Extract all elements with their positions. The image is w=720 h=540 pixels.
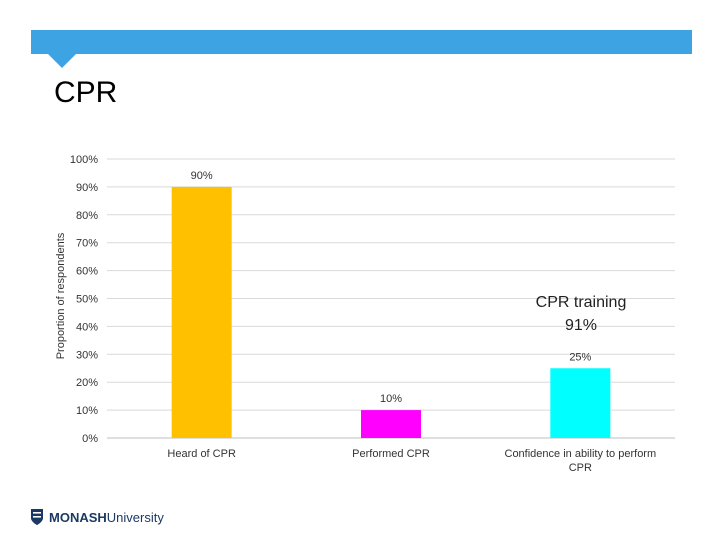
y-tick-label: 80% — [76, 210, 98, 222]
bars — [171, 186, 611, 438]
annotation-line2: 91% — [565, 317, 597, 334]
x-tick-label: Confidence in ability to perform — [505, 448, 657, 460]
x-tick-label: Heard of CPR — [167, 448, 236, 460]
monash-shield-icon — [31, 509, 43, 525]
logo-text-bold: MONASH — [49, 509, 107, 525]
page-title: CPR — [54, 76, 118, 109]
header-accent-notch — [48, 54, 76, 68]
chart-labels: 0% 10% 20% 30% 40% 50% 60% 70% 80% 90% 100% 90% Hear… — [70, 154, 656, 474]
y-tick-label: 40% — [76, 321, 98, 333]
annotation-line1: CPR training — [536, 294, 627, 311]
y-tick-label: 20% — [76, 377, 98, 389]
y-tick-label: 100% — [70, 154, 98, 166]
monash-logo: MONASHUniversity — [30, 508, 164, 526]
y-tick-label: 60% — [76, 266, 98, 278]
y-tick-label: 10% — [76, 405, 98, 417]
y-tick-label: 0% — [82, 433, 98, 445]
header-accent-bar — [31, 30, 692, 54]
y-tick-label: 50% — [76, 294, 98, 306]
y-tick-label: 30% — [76, 349, 98, 361]
x-tick-label: Performed CPR — [352, 448, 430, 460]
y-axis-label: Proportion of respondents — [55, 232, 67, 359]
bar — [550, 368, 611, 438]
logo-text: MONASHUniversity — [49, 510, 164, 525]
bar — [361, 410, 421, 438]
bar — [171, 186, 232, 438]
data-label: 10% — [380, 393, 402, 405]
logo-text-regular: University — [106, 509, 164, 525]
x-tick-label: CPR — [569, 462, 592, 474]
data-label: 25% — [569, 351, 591, 363]
data-label: 90% — [191, 170, 213, 182]
y-tick-label: 90% — [76, 182, 98, 194]
y-tick-label: 70% — [76, 238, 98, 250]
